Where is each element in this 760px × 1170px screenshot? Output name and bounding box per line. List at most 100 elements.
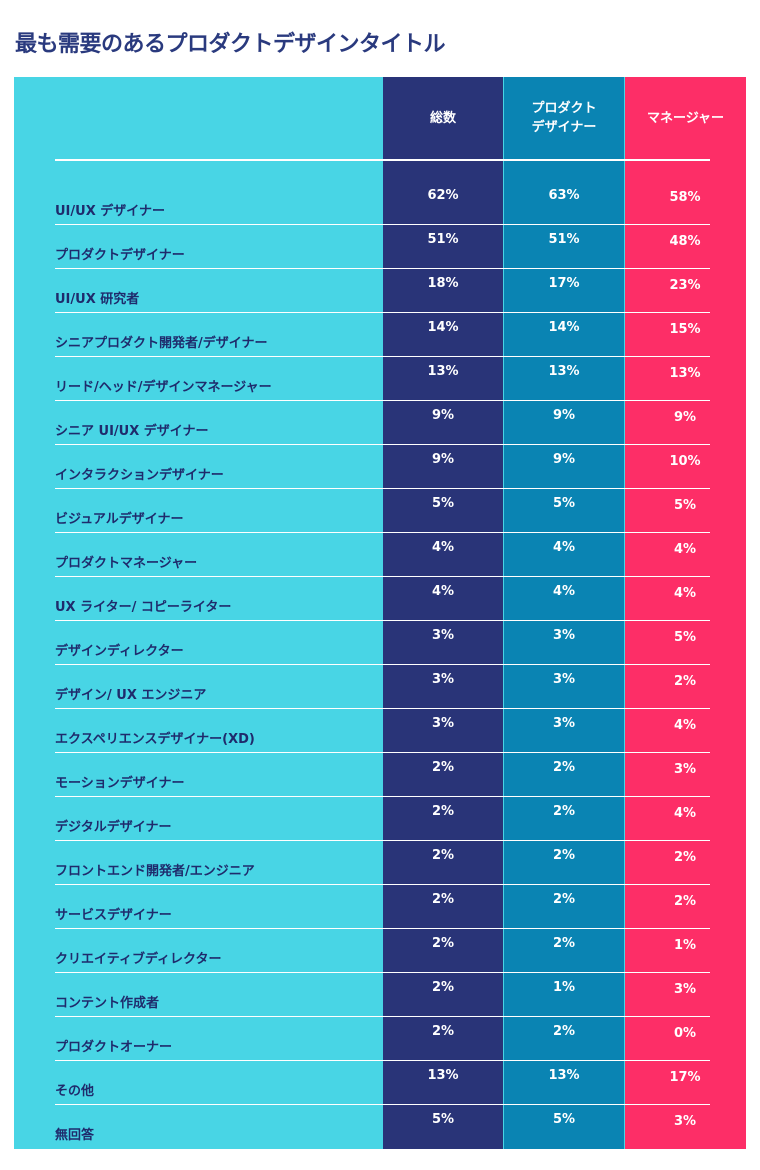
row-divider xyxy=(55,224,710,225)
table-cell: 5% xyxy=(552,496,576,511)
table-cell: 5% xyxy=(673,498,697,513)
table-cell: 4% xyxy=(552,540,576,555)
row-divider xyxy=(55,268,710,269)
row-divider xyxy=(55,1016,710,1017)
table-cell: 2% xyxy=(431,760,455,775)
column-total-band xyxy=(383,77,503,1149)
row-label: シニアプロダクト開発者/デザイナー xyxy=(55,336,268,351)
table-cell: 4% xyxy=(431,584,455,599)
table-cell: 14% xyxy=(548,320,580,335)
table-cell: 13% xyxy=(548,1068,580,1083)
row-divider xyxy=(55,928,710,929)
table-cell: 18% xyxy=(427,276,459,291)
table-cell: 23% xyxy=(669,278,701,293)
row-divider xyxy=(55,488,710,489)
table-cell: 62% xyxy=(427,188,459,203)
row-label: サービスデザイナー xyxy=(55,908,172,923)
column-header-designer: プロダクト デザイナー xyxy=(504,77,624,159)
row-label: UI/UX デザイナー xyxy=(55,204,165,219)
table-cell: 5% xyxy=(431,1112,455,1127)
table-cell: 2% xyxy=(552,760,576,775)
table-cell: 2% xyxy=(552,936,576,951)
table-cell: 9% xyxy=(552,408,576,423)
table-cell: 13% xyxy=(669,366,701,381)
column-header-manager-text: マネージャー xyxy=(646,110,725,126)
row-divider xyxy=(55,444,710,445)
row-label: プロダクトオーナー xyxy=(55,1040,173,1055)
row-divider xyxy=(55,796,710,797)
table-cell: 17% xyxy=(548,276,580,291)
table-cell: 4% xyxy=(673,718,697,733)
table-cell: 2% xyxy=(431,804,455,819)
table-cell: 2% xyxy=(431,1024,455,1039)
row-divider xyxy=(55,356,710,357)
column-header-designer-line-2: デザイナー xyxy=(531,120,597,135)
row-label: ビジュアルデザイナー xyxy=(55,512,184,527)
table-cell: 2% xyxy=(431,980,455,995)
table-cell: 51% xyxy=(548,232,580,247)
table-cell: 2% xyxy=(673,894,697,909)
table-cell: 3% xyxy=(673,1114,697,1129)
column-header-manager: マネージャー xyxy=(625,77,746,159)
table-cell: 51% xyxy=(427,232,459,247)
row-divider xyxy=(55,972,710,973)
row-divider xyxy=(55,752,710,753)
column-designer-band xyxy=(504,77,624,1149)
row-divider xyxy=(55,576,710,577)
table-cell: 3% xyxy=(673,982,697,997)
table-cell: 3% xyxy=(431,672,455,687)
column-header-designer-line-1: プロダクト xyxy=(531,101,597,116)
row-divider xyxy=(55,620,710,621)
row-label: UI/UX 研究者 xyxy=(55,292,140,307)
table-cell: 5% xyxy=(552,1112,576,1127)
table-cell: 3% xyxy=(552,716,576,731)
table-cell: 4% xyxy=(431,540,455,555)
table-cell: 15% xyxy=(669,322,701,337)
table-cell: 3% xyxy=(673,762,697,777)
table-cell: 5% xyxy=(673,630,697,645)
table-cell: 3% xyxy=(431,716,455,731)
table-cell: 9% xyxy=(431,408,455,423)
table-cell: 2% xyxy=(673,674,697,689)
table-cell: 17% xyxy=(669,1070,701,1085)
row-divider xyxy=(55,840,710,841)
row-divider xyxy=(55,1104,710,1105)
row-label: インタラクションデザイナー xyxy=(55,468,224,483)
row-label: デザイン/ UX エンジニア xyxy=(55,688,207,703)
row-divider xyxy=(55,400,710,401)
table-cell: 63% xyxy=(548,188,580,203)
table-cell: 4% xyxy=(673,806,697,821)
table-cell: 2% xyxy=(673,850,697,865)
row-label: エクスペリエンスデザイナー(XD) xyxy=(55,732,255,747)
row-label: その他 xyxy=(55,1084,95,1099)
table-cell: 2% xyxy=(431,936,455,951)
table-cell: 2% xyxy=(552,804,576,819)
table-cell: 4% xyxy=(552,584,576,599)
table-cell: 3% xyxy=(552,672,576,687)
column-manager-band xyxy=(625,77,746,1149)
table-cell: 3% xyxy=(431,628,455,643)
table-panel xyxy=(14,77,746,1149)
table-cell: 2% xyxy=(431,892,455,907)
row-divider xyxy=(55,312,710,313)
table-cell: 2% xyxy=(552,848,576,863)
row-label: プロダクトデザイナー xyxy=(55,248,185,263)
row-label: UX ライター/ コピーライター xyxy=(55,600,232,615)
row-divider xyxy=(55,708,710,709)
row-divider xyxy=(55,664,710,665)
table-cell: 9% xyxy=(673,410,697,425)
row-label: リード/ヘッド/デザインマネージャー xyxy=(55,380,272,395)
table-cell: 4% xyxy=(673,586,697,601)
table-cell: 58% xyxy=(669,190,701,205)
row-divider xyxy=(55,884,710,885)
table-cell: 13% xyxy=(427,364,459,379)
row-label: デジタルデザイナー xyxy=(55,820,172,835)
table-cell: 9% xyxy=(552,452,576,467)
row-divider xyxy=(55,1060,710,1061)
header-rule xyxy=(55,159,710,161)
row-label: フロントエンド開発者/エンジニア xyxy=(55,864,255,879)
row-label: デザインディレクター xyxy=(55,644,184,659)
column-header-total-text: 総数 xyxy=(429,110,456,126)
table-cell: 2% xyxy=(431,848,455,863)
row-label: コンテント作成者 xyxy=(55,996,160,1011)
